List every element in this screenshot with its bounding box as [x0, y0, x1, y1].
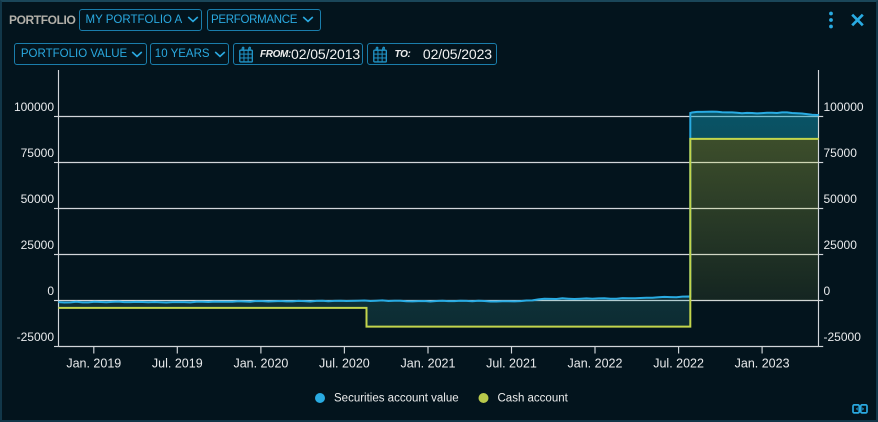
- svg-text:Jul. 2022: Jul. 2022: [653, 357, 704, 371]
- svg-text:Jan. 2019: Jan. 2019: [66, 357, 121, 371]
- svg-text:Securities account value: Securities account value: [334, 393, 459, 405]
- svg-text:75000: 75000: [21, 146, 55, 160]
- svg-text:Jan. 2023: Jan. 2023: [735, 357, 790, 371]
- svg-text:100000: 100000: [824, 100, 864, 114]
- svg-text:Jan. 2021: Jan. 2021: [401, 357, 456, 371]
- svg-text:50000: 50000: [824, 192, 858, 206]
- svg-text:Jul. 2021: Jul. 2021: [486, 357, 537, 371]
- svg-text:Jul. 2019: Jul. 2019: [152, 357, 203, 371]
- svg-text:Jan. 2020: Jan. 2020: [233, 357, 288, 371]
- svg-text:Jan. 2022: Jan. 2022: [568, 357, 623, 371]
- svg-text:75000: 75000: [824, 146, 858, 160]
- svg-text:Cash account: Cash account: [498, 393, 569, 405]
- svg-text:0: 0: [824, 284, 831, 298]
- svg-text:100000: 100000: [14, 100, 54, 114]
- svg-text:Jul. 2020: Jul. 2020: [319, 357, 370, 371]
- svg-text:-25000: -25000: [824, 330, 862, 344]
- svg-text:0: 0: [47, 284, 54, 298]
- svg-text:50000: 50000: [21, 192, 55, 206]
- svg-text:25000: 25000: [824, 238, 858, 252]
- svg-text:-25000: -25000: [17, 330, 55, 344]
- svg-text:25000: 25000: [21, 238, 55, 252]
